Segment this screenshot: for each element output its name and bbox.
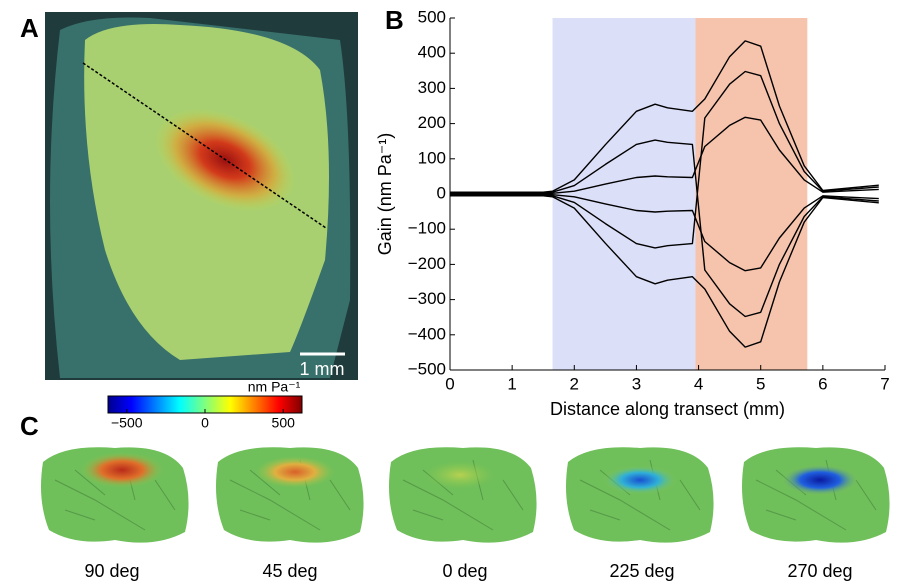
data-line xyxy=(450,40,879,193)
caption: 225 deg xyxy=(609,561,674,581)
y-tick-label: 100 xyxy=(418,148,446,167)
data-line xyxy=(450,70,879,249)
panel-label: A xyxy=(20,13,39,43)
x-tick-label: 2 xyxy=(570,374,579,393)
data-line xyxy=(450,193,879,272)
scale-bar-label: 1 mm xyxy=(300,359,345,379)
caption: 0 deg xyxy=(442,561,487,581)
colorbar-tick-label: 500 xyxy=(272,415,296,431)
caption: 90 deg xyxy=(84,561,139,581)
y-tick-label: −200 xyxy=(408,254,446,273)
y-tick-label: −400 xyxy=(408,324,446,343)
x-tick-label: 3 xyxy=(632,374,641,393)
y-tick-label: 500 xyxy=(418,7,446,26)
shaded-region xyxy=(695,18,808,370)
y-tick-label: 400 xyxy=(418,43,446,62)
y-tick-label: 300 xyxy=(418,78,446,97)
colorbar-label: nm Pa⁻¹ xyxy=(248,379,301,395)
y-tick-label: −100 xyxy=(408,219,446,238)
leaf-image: 1 mm xyxy=(45,12,358,380)
y-axis-label: Gain (nm Pa⁻¹) xyxy=(375,133,395,256)
panel-label: C xyxy=(20,411,39,441)
x-tick-label: 4 xyxy=(694,374,703,393)
panel-label: B xyxy=(385,5,404,35)
shaded-region xyxy=(552,18,696,370)
data-line xyxy=(450,116,879,195)
x-tick-label: 1 xyxy=(507,374,516,393)
colorbar-tick-label: 0 xyxy=(201,415,209,431)
x-tick-label: 7 xyxy=(880,374,889,393)
colorbar-tick-label: −500 xyxy=(111,415,143,431)
caption: 45 deg xyxy=(262,561,317,581)
y-tick-label: 200 xyxy=(418,113,446,132)
y-tick-label: 0 xyxy=(437,183,446,202)
y-tick-label: −500 xyxy=(408,359,446,378)
y-tick-label: −300 xyxy=(408,289,446,308)
x-axis-label: Distance along transect (mm) xyxy=(550,399,785,419)
x-tick-label: 0 xyxy=(445,374,454,393)
data-line xyxy=(450,195,879,348)
x-tick-label: 5 xyxy=(756,374,765,393)
x-tick-label: 6 xyxy=(818,374,827,393)
panel-c-images xyxy=(40,446,891,544)
data-line xyxy=(450,139,879,318)
caption: 270 deg xyxy=(787,561,852,581)
